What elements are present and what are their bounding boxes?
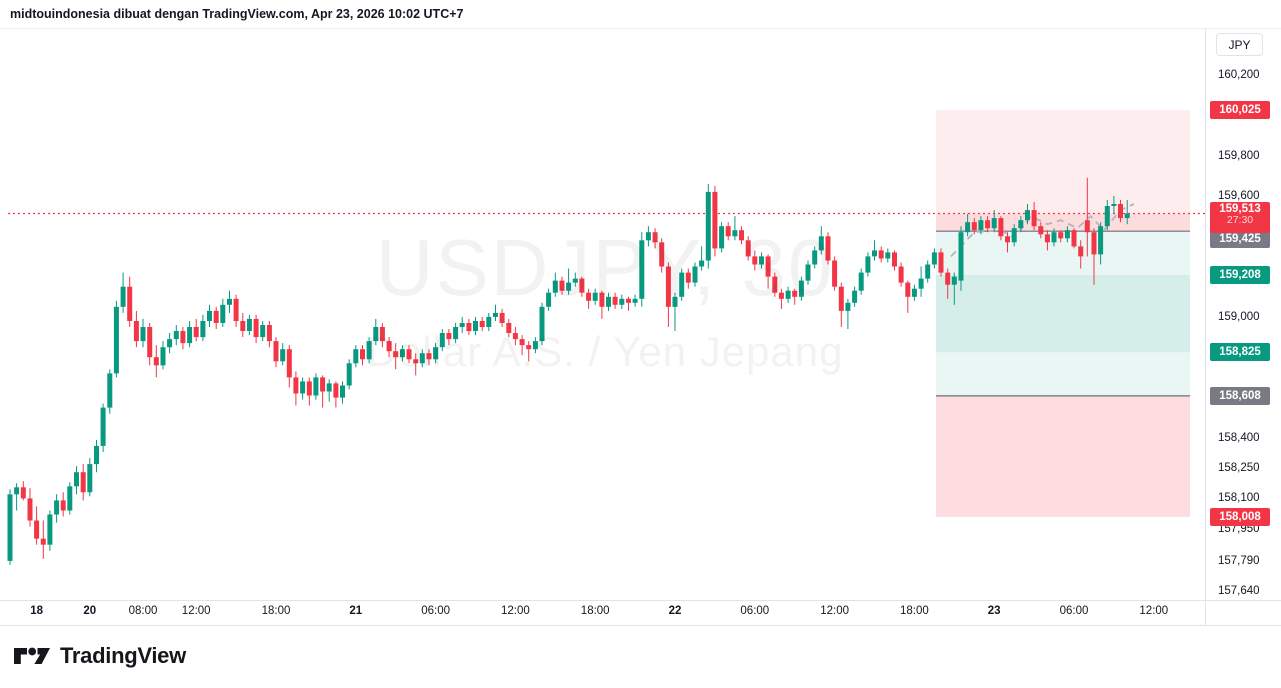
widget-bottom-border	[0, 625, 1281, 626]
price-tick-label: 158,400	[1218, 431, 1260, 444]
time-tick-label: 12:00	[501, 605, 530, 617]
supply-zone-upper	[936, 110, 1190, 232]
time-tick-label: 12:00	[181, 605, 211, 617]
time-tick-label: 18:00	[900, 605, 929, 617]
price-tick-label: 159,600	[1218, 190, 1260, 202]
currency-button[interactable]: JPY	[1216, 33, 1263, 56]
current-price-badge: 159,513 27:30	[1210, 201, 1270, 233]
price-tick-label: 157,790	[1218, 554, 1260, 567]
price-level-badge: 160,025	[1210, 101, 1270, 120]
price-tick-label: 159,800	[1218, 149, 1260, 162]
time-tick-label: 22	[668, 605, 682, 617]
demand-zone-light-2	[936, 352, 1190, 396]
time-tick-label: 06:00	[1059, 605, 1089, 617]
price-axis-border	[1205, 28, 1206, 625]
watermark-description: Dollar A.S. / Yen Jepang	[366, 328, 844, 375]
watermark-symbol: USDJPY, 30	[375, 223, 835, 312]
attribution-text: midtouindonesia dibuat dengan TradingVie…	[10, 7, 464, 21]
time-tick-label: 21	[349, 605, 363, 617]
time-tick-label: 20	[83, 605, 97, 617]
time-tick-label: 18:00	[261, 605, 291, 617]
tradingview-logo-icon	[13, 646, 51, 666]
price-tick-label: 158,250	[1218, 462, 1260, 475]
price-tick-label: 159,000	[1218, 310, 1260, 323]
demand-zone-dark	[936, 275, 1190, 353]
time-tick-label: 06:00	[421, 605, 450, 617]
time-tick-label: 12:00	[820, 605, 849, 617]
time-tick-label: 06:00	[740, 605, 770, 617]
time-tick-label: 18	[30, 605, 43, 617]
tradingview-logo[interactable]: TradingView	[13, 643, 186, 669]
time-tick-label: 23	[987, 605, 1001, 617]
time-tick-label: 18:00	[580, 605, 610, 617]
price-tick-label: 160,200	[1218, 69, 1260, 81]
price-level-badge: 158,008	[1210, 507, 1270, 526]
attribution-bar: midtouindonesia dibuat dengan TradingVie…	[0, 0, 1281, 28]
tradingview-logo-text: TradingView	[60, 643, 186, 668]
price-tick-label: 157,640	[1218, 585, 1260, 598]
chart-top-border	[0, 28, 1281, 29]
demand-zone-light-1	[936, 231, 1190, 275]
price-level-badge: 158,825	[1210, 343, 1270, 362]
time-tick-label: 12:00	[1139, 605, 1169, 617]
zigzag-line	[950, 203, 1135, 258]
candlestick-series	[7, 177, 1130, 565]
time-axis-border	[0, 600, 1281, 601]
supply-zone-lower	[936, 395, 1190, 517]
price-level-badge: 158,608	[1210, 386, 1270, 405]
price-level-badge: 159,425	[1210, 230, 1270, 249]
price-tick-label: 158,100	[1218, 492, 1260, 505]
price-level-badge: 159,208	[1210, 266, 1270, 284]
time-tick-label: 08:00	[128, 605, 158, 617]
bar-countdown: 27:30	[1226, 213, 1254, 226]
